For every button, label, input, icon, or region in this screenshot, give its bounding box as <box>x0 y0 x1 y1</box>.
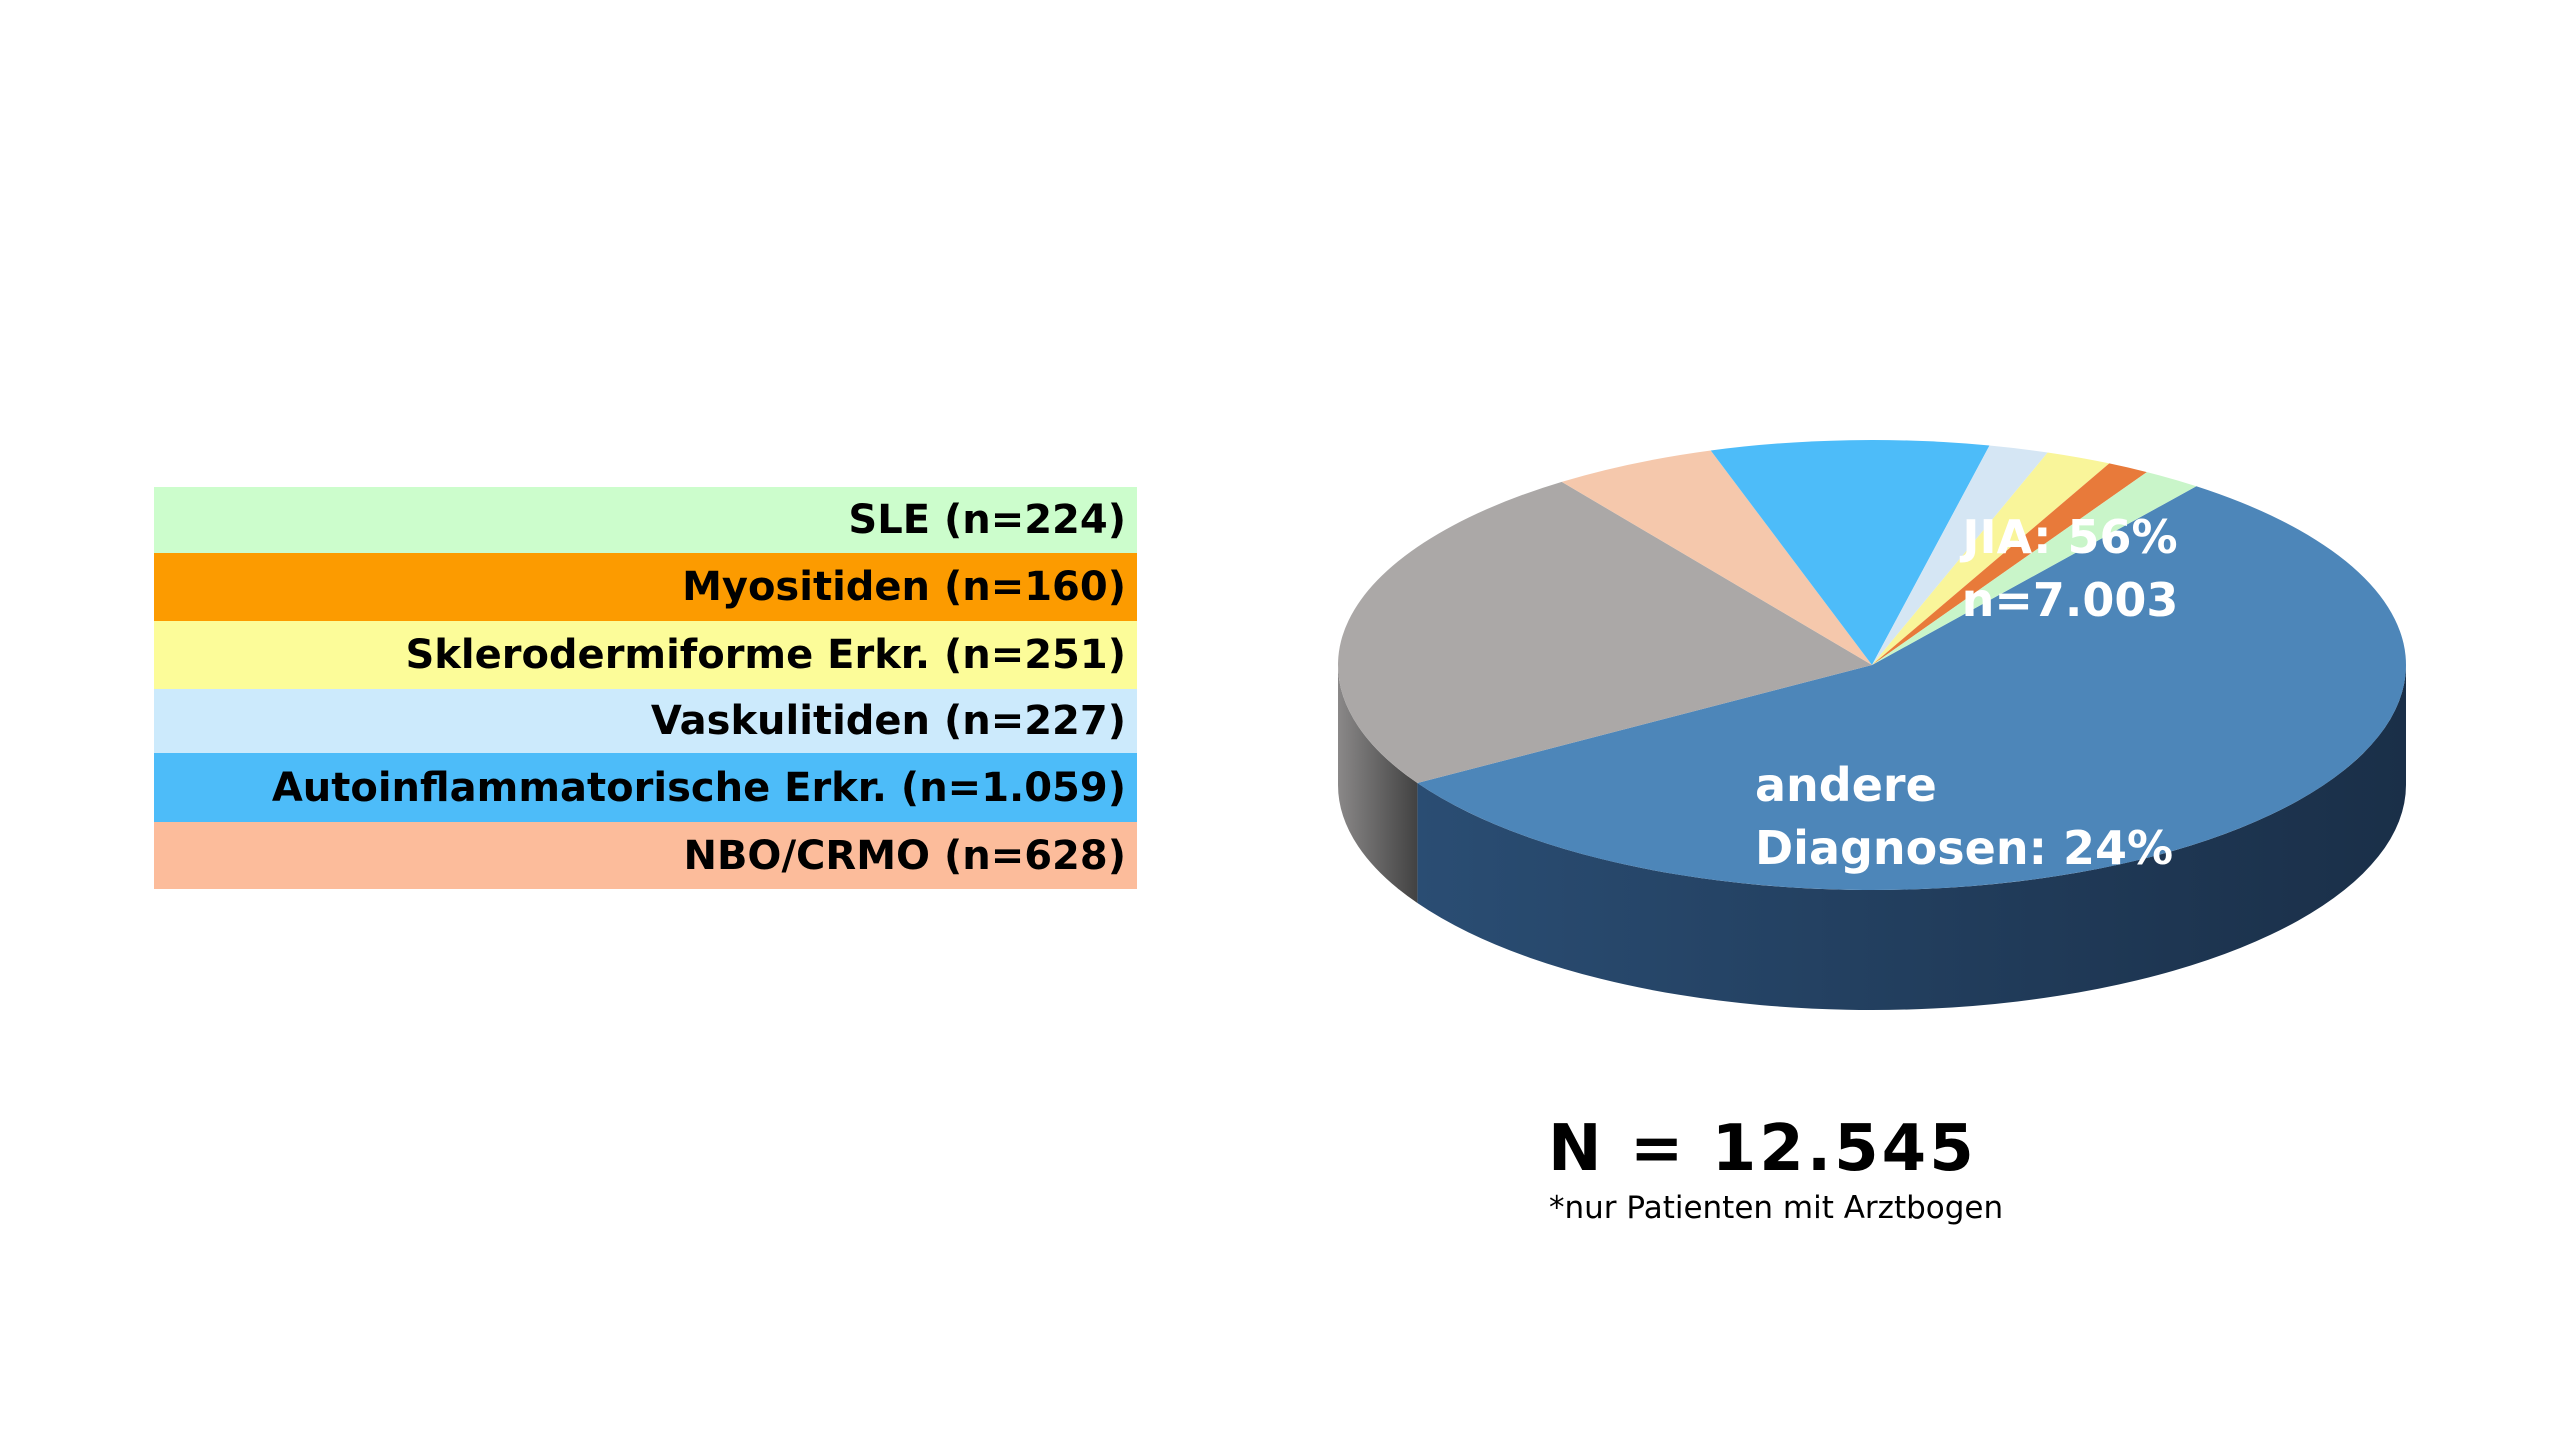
legend-item-nbo-crmo: NBO/CRMO (n=628) <box>154 822 1137 889</box>
slice-label-andere-diagnosen-line2: Diagnosen: 24% <box>1755 821 2173 875</box>
pie-chart: JIA: 56% n=7.003 andere Diagnosen: 24% <box>1337 439 2406 1011</box>
pie-slice-vaskulitiden <box>1872 445 2048 665</box>
pie-slice-sklerodermiforme-erkr- <box>1872 452 2110 665</box>
footnote: *nur Patienten mit Arztbogen <box>1549 1190 2004 1226</box>
pie-slice-side-jia <box>1417 665 2406 1011</box>
legend-label: SLE (n=224) <box>848 497 1126 543</box>
slice-label-jia-line2: n=7.003 <box>1962 573 2179 627</box>
chart-legend: SLE (n=224) Myositiden (n=160) Skleroder… <box>154 487 1137 889</box>
pie-slice-autoinflammatorische-erkr- <box>1710 439 1990 665</box>
slice-label-jia-line1: JIA: 56% <box>1959 510 2177 564</box>
legend-label: NBO/CRMO (n=628) <box>683 832 1126 879</box>
pie-slice-jia <box>1417 486 2406 890</box>
total-count: N = 12.545 <box>1548 1112 1977 1186</box>
pie-slice-andere-diagnosen <box>1337 481 1872 784</box>
legend-label: Sklerodermiforme Erkr. (n=251) <box>405 632 1126 678</box>
pie-slice-sle <box>1872 472 2197 665</box>
pie-slice-nbo-crmo <box>1561 450 1872 665</box>
legend-item-vaskulitiden: Vaskulitiden (n=227) <box>154 689 1137 753</box>
legend-label: Myositiden (n=160) <box>682 564 1126 610</box>
legend-item-sklerodermiforme: Sklerodermiforme Erkr. (n=251) <box>154 621 1137 689</box>
legend-item-sle: SLE (n=224) <box>154 487 1137 553</box>
legend-label: Autoinflammatorische Erkr. (n=1.059) <box>271 764 1126 811</box>
pie-slice-side-andere-diagnosen <box>1338 665 1418 904</box>
pie-slice-myositiden <box>1872 463 2147 665</box>
legend-label: Vaskulitiden (n=227) <box>650 698 1126 744</box>
legend-item-autoinflammatorische: Autoinflammatorische Erkr. (n=1.059) <box>154 753 1137 822</box>
slice-label-andere-diagnosen-line1: andere <box>1755 758 1937 812</box>
legend-item-myositiden: Myositiden (n=160) <box>154 553 1137 621</box>
